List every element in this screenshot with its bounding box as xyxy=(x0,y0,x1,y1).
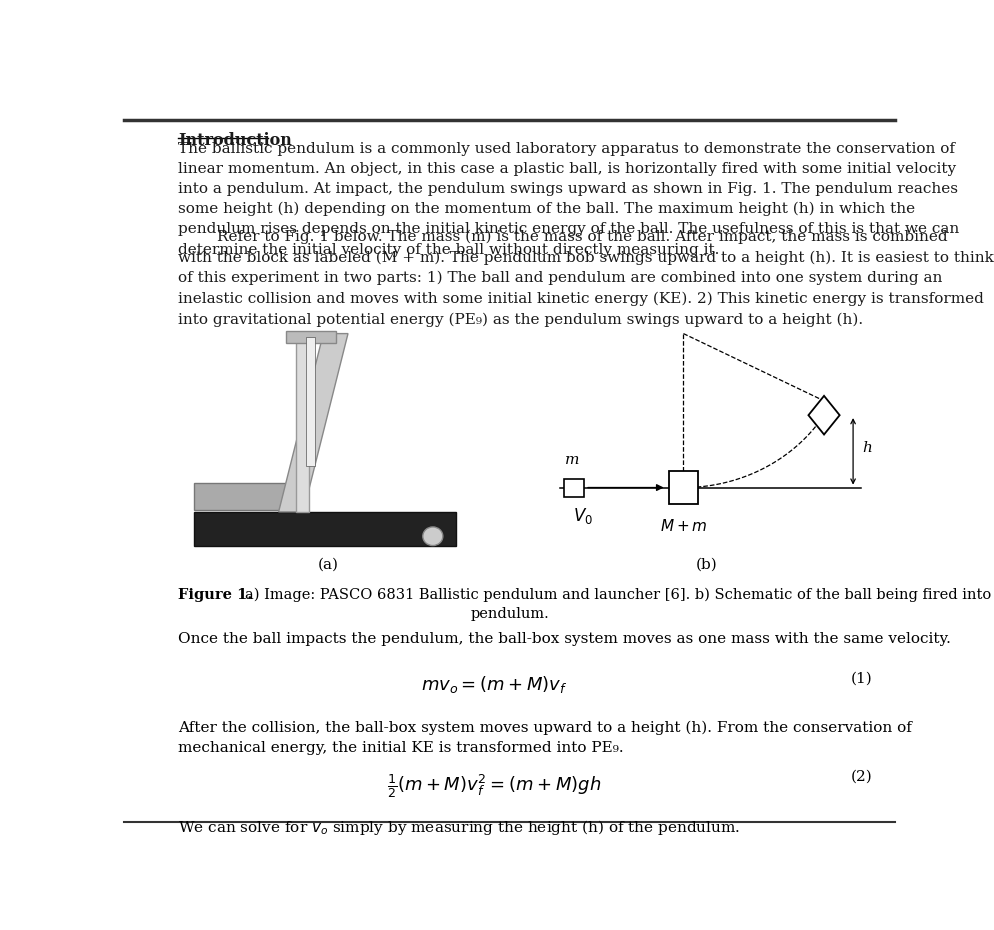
Text: Once the ball impacts the pendulum, the ball-box system moves as one mass with t: Once the ball impacts the pendulum, the … xyxy=(178,632,950,646)
Text: a) Image: PASCO 6831 Ballistic pendulum and launcher [6]. b) Schematic of the ba: a) Image: PASCO 6831 Ballistic pendulum … xyxy=(245,588,994,603)
Bar xyxy=(194,512,455,546)
Text: After the collision, the ball-box system moves upward to a height (h). From the : After the collision, the ball-box system… xyxy=(178,720,911,755)
Text: Introduction: Introduction xyxy=(178,132,292,149)
Text: Figure 1.: Figure 1. xyxy=(178,588,252,602)
Text: h: h xyxy=(862,441,872,455)
Bar xyxy=(286,331,336,343)
Text: m: m xyxy=(565,453,580,467)
Text: (b): (b) xyxy=(695,558,717,572)
Text: $M+m$: $M+m$ xyxy=(659,518,707,534)
Text: (1): (1) xyxy=(850,671,872,685)
Polygon shape xyxy=(278,334,348,512)
Text: pendulum.: pendulum. xyxy=(470,607,549,621)
Bar xyxy=(564,479,583,497)
Bar xyxy=(668,472,698,504)
Bar xyxy=(194,484,294,511)
Bar xyxy=(295,337,309,512)
Bar xyxy=(305,338,314,466)
Text: We can solve for $v_o$ simply by measuring the height (h) of the pendulum.: We can solve for $v_o$ simply by measuri… xyxy=(178,818,740,837)
Text: The ballistic pendulum is a commonly used laboratory apparatus to demonstrate th: The ballistic pendulum is a commonly use… xyxy=(178,141,958,257)
Polygon shape xyxy=(807,396,839,434)
Text: $V_0$: $V_0$ xyxy=(573,506,592,525)
Text: $\frac{1}{2}(m + M)v_f^2 = (m + M)gh$: $\frac{1}{2}(m + M)v_f^2 = (m + M)gh$ xyxy=(387,772,601,800)
Text: (2): (2) xyxy=(850,770,872,784)
Text: Refer to Fig. 1 below. The mass (m) is the mass of the ball. After impact, the m: Refer to Fig. 1 below. The mass (m) is t… xyxy=(178,230,993,326)
Text: $mv_o = (m + M)v_f$: $mv_o = (m + M)v_f$ xyxy=(420,673,568,695)
Circle shape xyxy=(422,527,442,546)
Text: (a): (a) xyxy=(318,558,339,572)
